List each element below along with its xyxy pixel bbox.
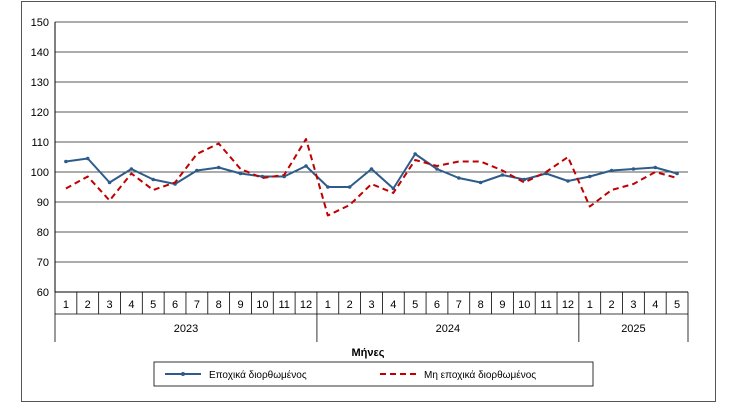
y-tick-label: 110 (31, 137, 49, 149)
data-point (391, 186, 396, 191)
x-tick-label-month: 5 (150, 299, 156, 311)
data-point (195, 168, 199, 173)
x-tick-label-month: 4 (128, 299, 134, 311)
x-tick-label-year: 2025 (621, 323, 645, 335)
x-tick-label-month: 4 (390, 299, 396, 311)
x-tick-label-month: 12 (300, 299, 312, 311)
x-tick-label-month: 8 (478, 299, 484, 311)
data-point (653, 165, 658, 170)
data-point (238, 171, 243, 176)
data-point (631, 167, 636, 171)
data-point (413, 152, 417, 156)
x-tick-label-month: 3 (107, 299, 113, 311)
x-tick-label-month: 10 (256, 299, 268, 311)
x-tick-label-month: 2 (609, 299, 615, 311)
chart-frame (21, 1, 716, 402)
legend-box (153, 361, 594, 387)
data-point (151, 177, 156, 182)
series-line-2 (65, 138, 678, 217)
x-tick-label-month: 2 (85, 299, 91, 311)
x-tick-label-month: 9 (499, 299, 505, 311)
x-tick-label-month: 1 (63, 299, 69, 311)
x-tick-label-month: 7 (194, 299, 200, 311)
data-point (85, 156, 90, 161)
data-point (544, 171, 548, 176)
legend: Εποχικά διορθωμένος Μη εποχικά διορθωμένο… (153, 361, 594, 387)
y-tick-label: 100 (31, 167, 49, 179)
data-point (369, 167, 374, 171)
data-point (587, 174, 592, 179)
data-point (107, 180, 112, 185)
x-tick-label-month: 2 (347, 299, 353, 311)
y-tick-label: 150 (31, 17, 49, 29)
x-tick-label-month: 1 (325, 299, 331, 311)
y-tick-label: 120 (31, 107, 49, 119)
y-tick-label: 60 (37, 287, 49, 299)
data-point (457, 176, 461, 180)
data-point (675, 171, 679, 176)
x-tick-label-year: 2024 (436, 323, 460, 335)
x-tick-label-month: 5 (412, 299, 418, 311)
y-tick-label: 80 (37, 227, 49, 239)
data-point (64, 159, 68, 164)
x-tick-label-year: 2023 (174, 323, 198, 335)
data-point (500, 173, 505, 177)
data-point (522, 177, 527, 182)
series-lines (64, 138, 679, 217)
x-tick-label-month: 3 (368, 299, 374, 311)
x-tick-label-month: 11 (540, 299, 551, 311)
data-point (326, 185, 330, 189)
x-tick-label-month: 4 (652, 299, 658, 311)
data-point (566, 179, 570, 183)
x-tick-label-month: 6 (434, 299, 440, 311)
x-tick-label-month: 10 (518, 299, 530, 311)
x-tick-label-month: 12 (562, 299, 574, 311)
data-point (435, 167, 439, 171)
data-point (609, 168, 614, 173)
data-point (216, 165, 221, 170)
x-axis-title: Μήνες (352, 347, 385, 359)
data-point (304, 164, 308, 168)
y-tick-label: 130 (31, 77, 49, 89)
x-tick-label-month: 9 (237, 299, 243, 311)
series-line-1 (65, 153, 678, 190)
legend-label-1: Εποχικά διορθωμένος (209, 369, 307, 381)
y-tick-label: 90 (37, 197, 49, 209)
x-tick-label-month: 11 (278, 299, 289, 311)
y-tick-label: 140 (31, 47, 49, 59)
data-point (129, 167, 134, 171)
y-tick-label: 70 (37, 257, 49, 269)
y-axis-ticks: 60 70 80 90 100 110 120 130 140 150 (31, 17, 49, 299)
gridlines (54, 21, 688, 293)
x-tick-label-month: 1 (587, 299, 593, 311)
x-tick-label-month: 8 (216, 299, 222, 311)
x-tick-label-month: 5 (674, 299, 680, 311)
x-tick-label-month: 6 (172, 299, 178, 311)
x-tick-label-month: 3 (630, 299, 636, 311)
legend-label-2: Μη εποχικά διορθωμένος (424, 369, 536, 381)
data-point (347, 185, 352, 189)
legend-marker (181, 372, 185, 376)
data-point (478, 180, 483, 185)
x-tick-label-month: 7 (456, 299, 462, 311)
